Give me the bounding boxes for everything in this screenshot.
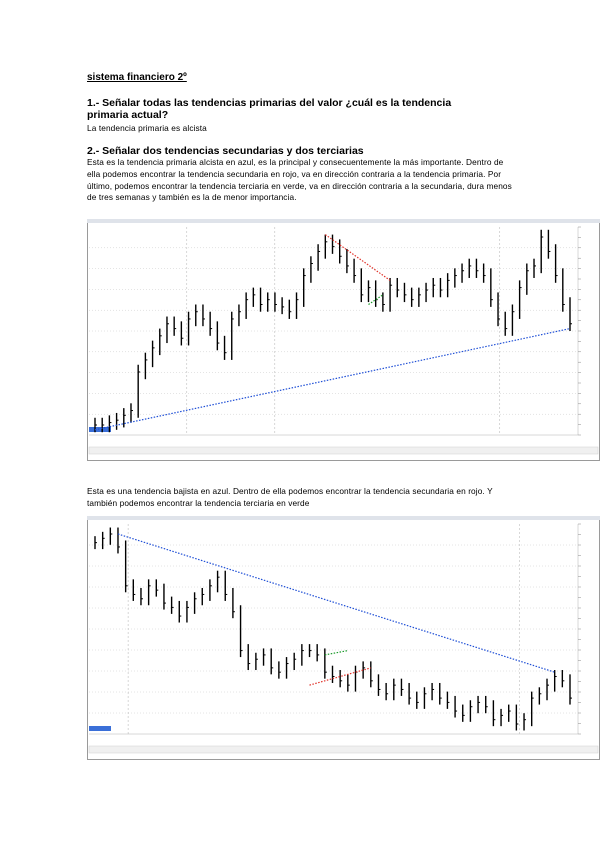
paragraph-uptrend: Esta es la tendencia primaria alcista en… — [87, 157, 512, 203]
uptrend-chart-svg — [87, 219, 600, 461]
downtrend-chart — [87, 516, 600, 760]
downtrend-chart-svg — [87, 516, 600, 760]
chart-scrollbar — [88, 446, 599, 455]
tertiary-trend-line — [324, 650, 348, 656]
document-title: sistema financiero 2º — [87, 72, 187, 83]
chart-scrollbar — [88, 745, 599, 754]
question-2-heading: 2.- Señalar dos tendencias secundarias y… — [87, 145, 364, 157]
question-1-answer: La tendencia primaria es alcista — [87, 123, 207, 133]
instrument-badge — [89, 726, 111, 731]
paragraph-downtrend: Esta es una tendencia bajista en azul. D… — [87, 486, 493, 508]
uptrend-chart — [87, 219, 600, 461]
primary-trend-line — [117, 533, 555, 673]
secondary-trend-line — [324, 234, 391, 281]
question-1-heading: 1.- Señalar todas las tendencias primari… — [87, 97, 452, 121]
chart-frame — [87, 219, 600, 461]
chart-frame — [87, 516, 600, 760]
chart-toolbar — [87, 516, 600, 520]
instrument-badge — [89, 427, 111, 432]
chart-toolbar — [87, 219, 600, 223]
